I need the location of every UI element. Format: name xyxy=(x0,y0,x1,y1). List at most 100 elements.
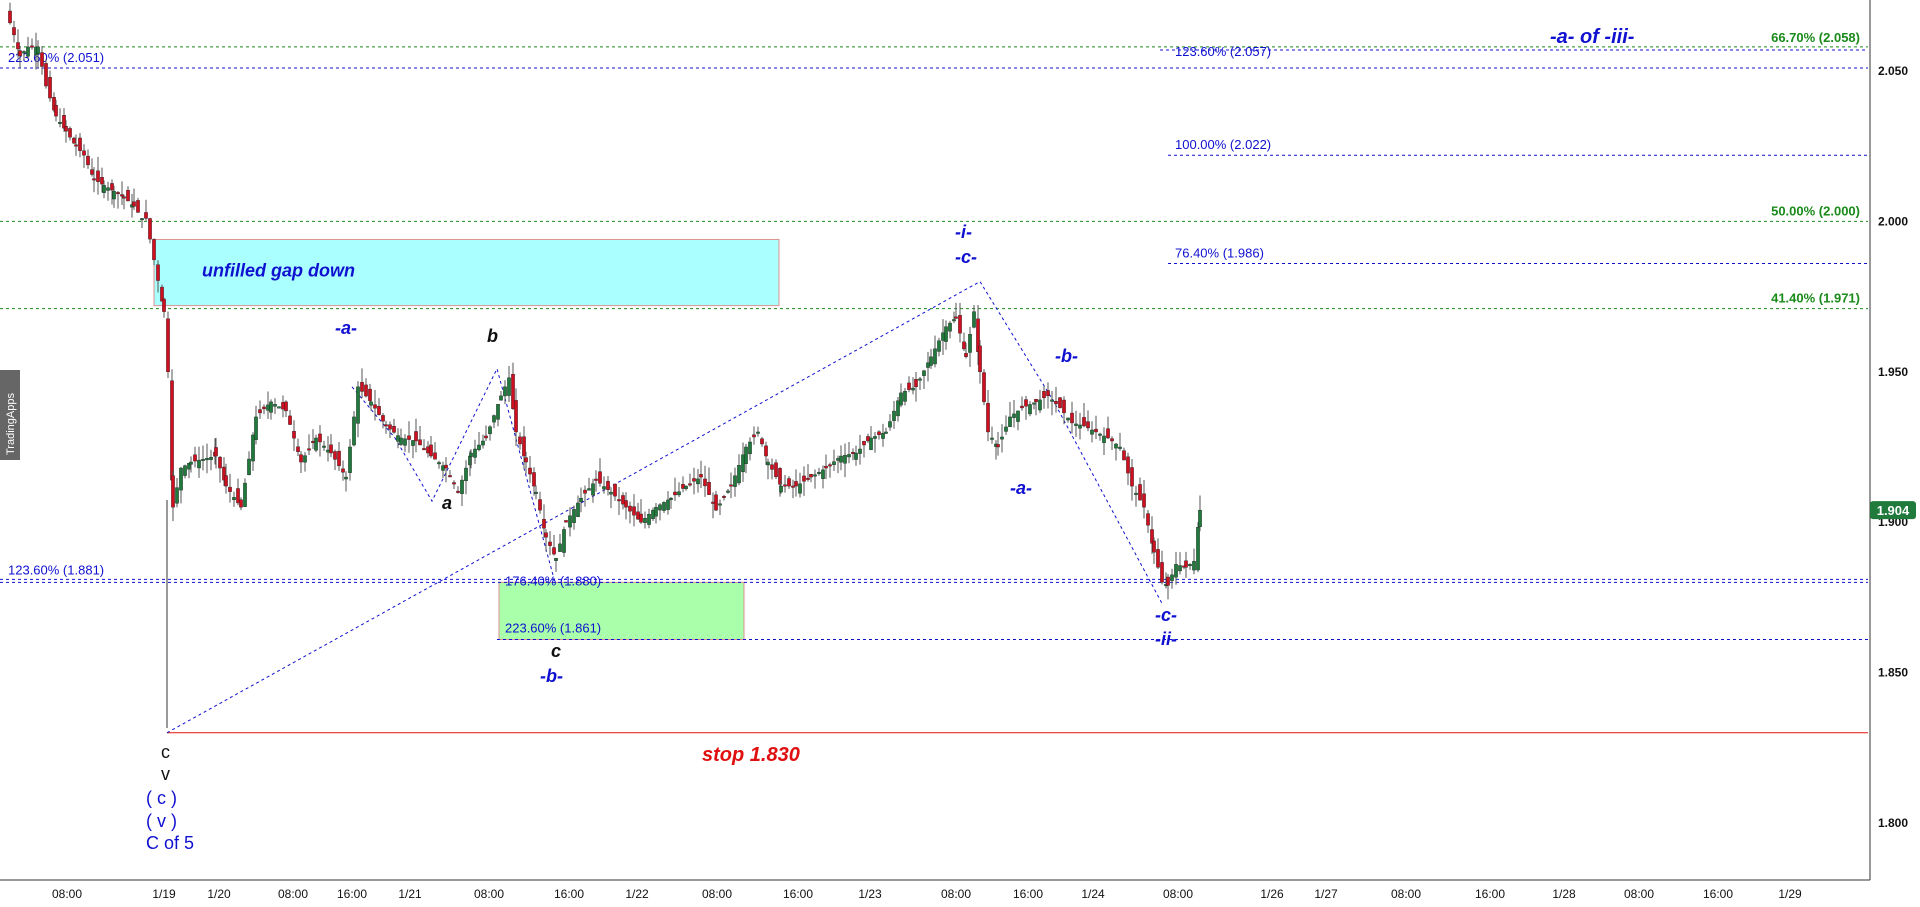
candle-down xyxy=(422,448,426,451)
candle-up xyxy=(464,467,468,482)
candle-down xyxy=(1166,576,1170,586)
candle-up xyxy=(854,452,858,460)
candle-up xyxy=(643,517,647,523)
candle-down xyxy=(1150,529,1154,544)
candle-down xyxy=(1146,513,1150,526)
x-tick-label: 1/23 xyxy=(858,887,882,901)
candle-down xyxy=(760,438,764,445)
candle-down xyxy=(809,474,813,478)
candle-up xyxy=(677,491,681,496)
candle-up xyxy=(1188,564,1192,567)
candle-down xyxy=(621,495,625,505)
candle-down xyxy=(699,474,703,478)
wave-label-c-small: c xyxy=(551,641,561,661)
last-price-badge xyxy=(1870,501,1916,520)
candle-down xyxy=(722,495,726,498)
candle-down xyxy=(1058,397,1062,409)
y-tick-label: 1.950 xyxy=(1878,365,1908,379)
candle-down xyxy=(78,137,82,151)
candle-down xyxy=(377,406,381,415)
candle-up xyxy=(1178,565,1182,572)
candle-down xyxy=(1122,450,1126,461)
candle-up xyxy=(926,362,930,368)
candle-down xyxy=(148,218,152,240)
wave-label-b-left: -b- xyxy=(540,666,563,686)
candle-up xyxy=(102,185,106,193)
fib-level-labels: 123.60% (2.057) 66.70% (2.058) 223.60% (… xyxy=(8,30,1860,766)
candle-up xyxy=(251,434,255,462)
candle-up xyxy=(1098,433,1102,436)
wave-label-a-right: -a- xyxy=(1010,478,1032,498)
candle-up xyxy=(817,472,821,474)
x-tick-label: 1/24 xyxy=(1081,887,1105,901)
candle-down xyxy=(964,353,968,357)
x-tick-label: 16:00 xyxy=(1475,887,1505,901)
candle-up xyxy=(1028,404,1032,415)
candle-down xyxy=(806,477,810,480)
candle-down xyxy=(448,475,452,478)
candle-down xyxy=(1130,467,1134,487)
candle-up xyxy=(254,416,258,440)
candle-down xyxy=(1062,399,1066,414)
candle-up xyxy=(266,404,270,411)
candle-down xyxy=(787,478,791,487)
candle-down xyxy=(851,452,855,454)
candle-up xyxy=(662,502,666,511)
candle-up xyxy=(609,491,613,495)
x-tick-label: 1/20 xyxy=(207,887,231,901)
candle-up xyxy=(884,431,888,434)
candle-up xyxy=(937,340,941,352)
level-label-2236-1861: 223.60% (1.861) xyxy=(505,621,601,636)
candle-down xyxy=(162,298,166,312)
candle-down xyxy=(388,424,392,430)
candle-up xyxy=(737,465,741,484)
candle-up xyxy=(718,503,722,506)
candle-down xyxy=(68,128,72,138)
candle-down xyxy=(764,445,768,457)
candle-down xyxy=(729,484,733,487)
candle-up xyxy=(726,490,730,493)
candle-down xyxy=(214,447,218,457)
candle-down xyxy=(90,169,94,175)
candle-up xyxy=(591,483,595,496)
candle-down xyxy=(281,402,285,410)
candle-up xyxy=(503,386,507,397)
x-tick-label: 1/22 xyxy=(625,887,649,901)
candle-up xyxy=(369,401,373,406)
candle-down xyxy=(1110,438,1114,442)
candle-down xyxy=(982,372,986,403)
candle-down xyxy=(877,431,881,435)
candle-down xyxy=(511,373,515,409)
candle-down xyxy=(110,183,114,191)
candle-up xyxy=(666,499,670,510)
candle-down xyxy=(156,264,160,281)
x-tick-label: 16:00 xyxy=(1013,887,1043,901)
candle-up xyxy=(1174,564,1178,578)
wave-label-c-bottom: -c- xyxy=(1155,605,1177,625)
candle-down xyxy=(86,155,90,166)
x-tick-label: 1/19 xyxy=(152,887,176,901)
candle-up xyxy=(273,404,277,407)
candle-down xyxy=(54,104,58,117)
candle-up xyxy=(352,416,356,446)
y-tick-label: 1.800 xyxy=(1878,816,1908,830)
candle-up xyxy=(403,438,407,446)
candle-up xyxy=(209,457,213,460)
candle-down xyxy=(224,475,228,487)
candle-up xyxy=(922,370,926,376)
candle-down xyxy=(16,42,20,50)
candle-down xyxy=(48,77,52,99)
candle-down xyxy=(770,464,774,470)
candle-down xyxy=(429,444,433,457)
candle-down xyxy=(1160,562,1164,583)
candle-up xyxy=(1004,426,1008,432)
candle-down xyxy=(522,436,526,457)
wave-label-ii: -ii- xyxy=(1155,629,1177,649)
wave-label-a-of-iii: -a- of -iii- xyxy=(1550,26,1635,48)
candle-up xyxy=(952,319,956,322)
candle-down xyxy=(292,431,296,439)
candle-up xyxy=(112,191,116,200)
candle-down xyxy=(711,501,715,504)
candle-up xyxy=(1016,410,1020,422)
candle-up xyxy=(798,483,802,494)
